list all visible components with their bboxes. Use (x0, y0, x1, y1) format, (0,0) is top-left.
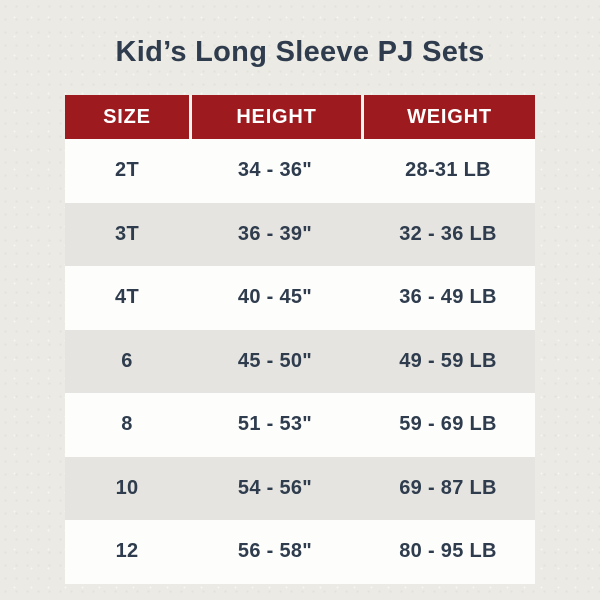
column-header-size: SIZE (103, 105, 151, 128)
table-header-row: SIZE HEIGHT WEIGHT (65, 95, 535, 139)
height-cell: 54 - 56" (237, 476, 313, 499)
size-cell: 8 (121, 413, 133, 436)
table-row: 4T 40 - 45" 36 - 49 LB (65, 266, 535, 330)
table-row: 3T 36 - 39" 32 - 36 LB (65, 202, 535, 266)
weight-cell: 59 - 69 LB (399, 413, 497, 436)
size-cell: 2T (115, 159, 139, 182)
column-header-height: HEIGHT (189, 95, 361, 139)
size-table: SIZE HEIGHT WEIGHT 2T 34 - 36" 28-31 LB 3T 3… (65, 95, 535, 584)
size-cell: 4T (115, 286, 139, 309)
size-cell: 12 (115, 540, 139, 563)
height-cell: 56 - 58" (237, 540, 313, 563)
size-table-body: 2T 34 - 36" 28-31 LB 3T 36 - 39" 32 - 36 LB 4T… (65, 139, 535, 584)
weight-cell: 32 - 36 LB (399, 222, 497, 245)
weight-cell: 69 - 87 LB (399, 476, 497, 499)
table-row: 8 51 - 53" 59 - 69 LB (65, 393, 535, 457)
height-cell: 34 - 36" (237, 159, 313, 182)
height-cell: 40 - 45" (237, 286, 313, 309)
weight-cell: 49 - 59 LB (399, 349, 497, 372)
weight-cell: 80 - 95 LB (399, 540, 497, 563)
table-row: 10 54 - 56" 69 - 87 LB (65, 456, 535, 520)
page-title: Kid’s Long Sleeve PJ Sets (115, 36, 485, 68)
table-row: 2T 34 - 36" 28-31 LB (65, 139, 535, 203)
height-cell: 51 - 53" (237, 413, 313, 436)
weight-cell: 28-31 LB (405, 159, 491, 182)
size-cell: 3T (115, 222, 139, 245)
size-cell: 6 (121, 349, 133, 372)
column-header-weight: WEIGHT (361, 95, 535, 139)
height-cell: 45 - 50" (237, 349, 313, 372)
table-row: 6 45 - 50" 49 - 59 LB (65, 329, 535, 393)
weight-cell: 36 - 49 LB (399, 286, 497, 309)
table-row: 12 56 - 58" 80 - 95 LB (65, 520, 535, 584)
height-cell: 36 - 39" (237, 222, 313, 245)
size-cell: 10 (115, 476, 139, 499)
